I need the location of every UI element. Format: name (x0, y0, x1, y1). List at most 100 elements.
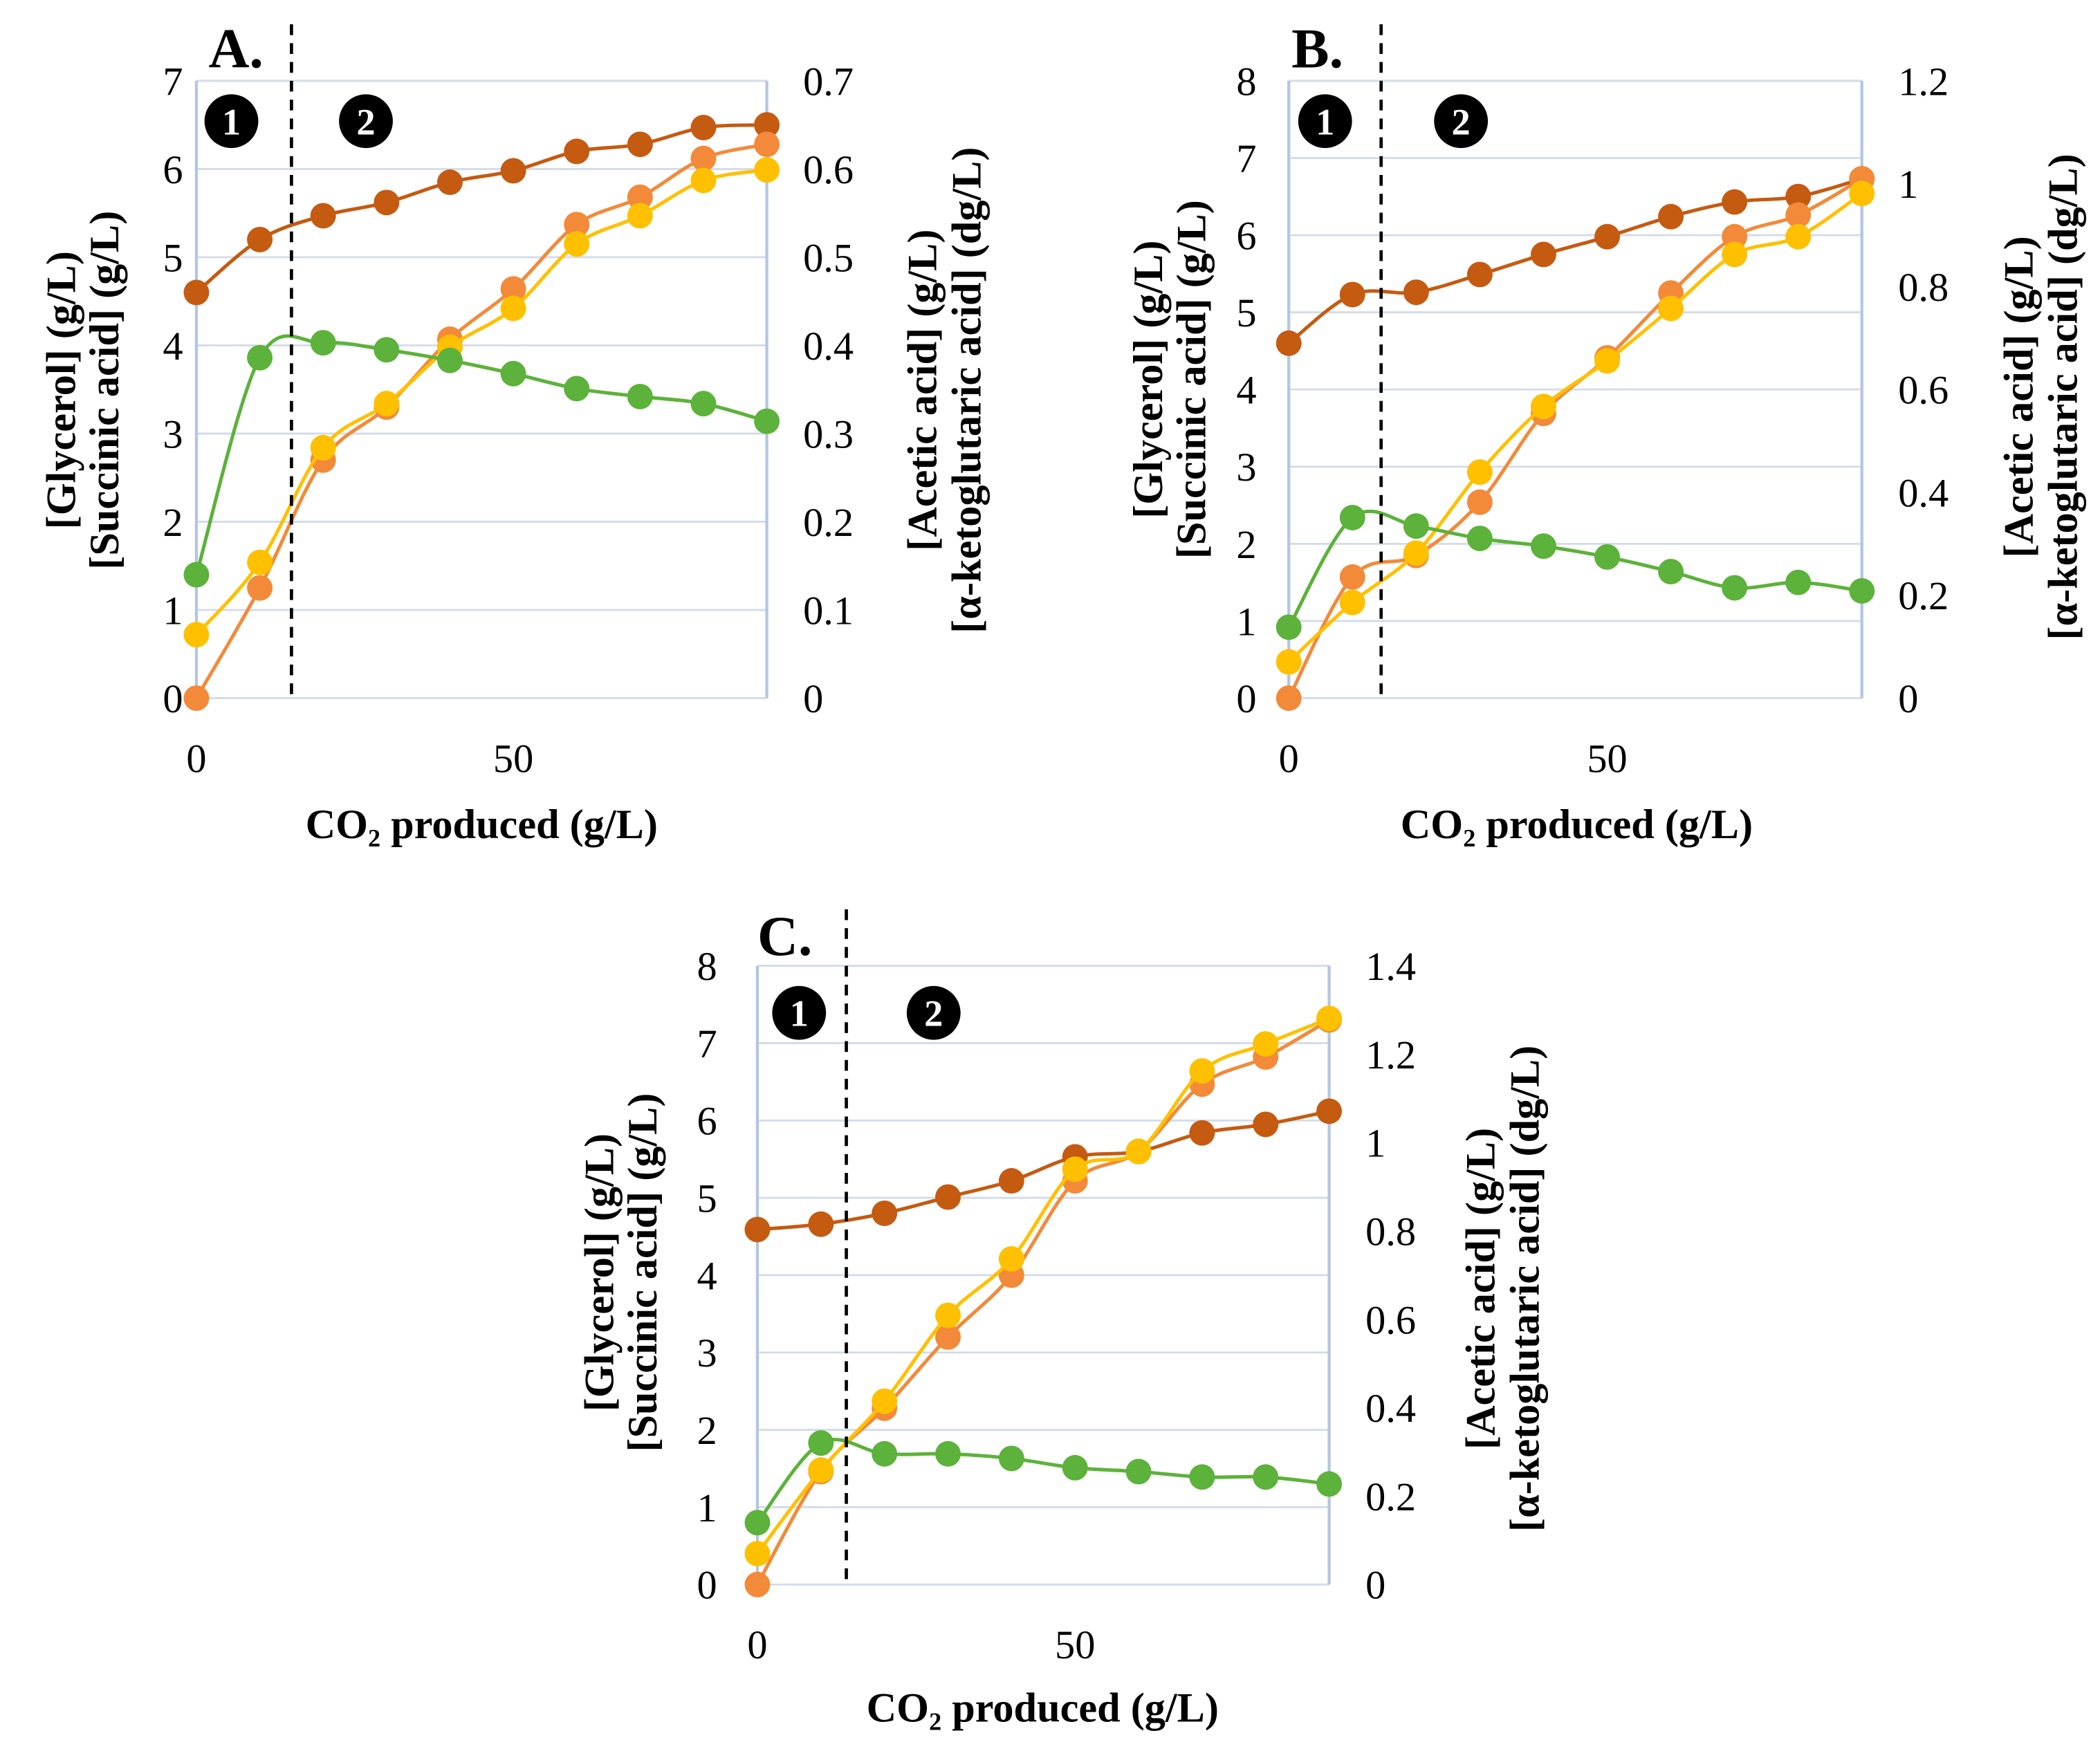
y-tick-label: 3 (1236, 445, 1256, 490)
y-tick-label: 3 (163, 411, 183, 456)
series-3-point (754, 157, 780, 183)
y2-tick-label: 1 (1365, 1121, 1385, 1166)
y2-tick-label: 0.4 (1365, 1386, 1416, 1431)
phase-2-badge (906, 985, 961, 1040)
x-tick-label: 0 (747, 1622, 767, 1667)
series-4-point (1403, 513, 1429, 539)
y2-axis-title: [Acetic acid] (g/L) (1996, 236, 2042, 557)
series-4-point (436, 347, 463, 373)
panel-c: 0 1 2 3 4 5 6 7 8 0 0.2 0.4 0.6 0.8 1 1.2 1.4 0 50 CO₂ prod… (577, 905, 1549, 1732)
x-tick-label: 50 (1055, 1622, 1095, 1667)
series-4-point (1275, 614, 1302, 640)
y-tick-label: 1 (163, 588, 183, 633)
series-4-point (627, 383, 653, 409)
series-1-point (872, 1201, 898, 1226)
y-tick-label: 2 (163, 500, 183, 545)
y2-tick-label: 0.8 (1365, 1209, 1416, 1254)
y-axis-title: [Glycerol] (g/L) (1125, 240, 1172, 518)
y2-axis-title: [α-ketoglutaric acid] (dg/L) (944, 147, 991, 633)
series-4-point (247, 344, 273, 371)
panel-a: 0 1 2 3 4 5 6 7 0 0.1 0.2 0.3 0.4 0.5 0.6 0.7 0 50 CO₂ pro… (39, 17, 991, 847)
series-3-point (1062, 1156, 1088, 1183)
series-4-point (500, 360, 526, 387)
phase-2-label: 2 (356, 100, 375, 142)
series-1-point (183, 279, 210, 306)
phase-1-badge (772, 985, 827, 1040)
series-3-point (183, 622, 210, 648)
series-3-point (247, 549, 273, 575)
series-3-point (627, 203, 653, 229)
y2-tick-label: 0.8 (1898, 265, 1949, 310)
series-3-point (564, 231, 590, 257)
series-3-line (195, 168, 768, 636)
series-3-point (1316, 1006, 1343, 1032)
series-4-point (1466, 526, 1493, 552)
x-axis-title: CO₂ produced (g/L) (867, 1685, 1219, 1732)
y-tick-label: 8 (697, 944, 717, 989)
series-2-point (1275, 685, 1302, 712)
y2-tick-label: 0.3 (803, 411, 854, 456)
panel-title: B. (1291, 17, 1343, 80)
y2-tick-label: 0.2 (1898, 573, 1949, 618)
series-4-point (1785, 569, 1812, 595)
panel-title: C. (757, 905, 812, 967)
series-1-point (744, 1216, 771, 1243)
series-1-point (436, 169, 463, 196)
series-1-point (754, 112, 780, 138)
y-tick-label: 7 (1236, 136, 1256, 181)
series-2-point (500, 276, 526, 302)
x-tick-label: 50 (493, 736, 533, 781)
series-4-point (1189, 1464, 1215, 1490)
y2-tick-label: 1.2 (1365, 1032, 1416, 1077)
series-4-point (1722, 575, 1748, 601)
y-tick-label: 1 (1236, 599, 1256, 644)
phase-2-badge (339, 94, 393, 149)
series-1-point (1466, 261, 1493, 288)
series-1-point (1403, 279, 1429, 306)
series-3-point (1530, 393, 1556, 420)
y-tick-label: 5 (697, 1176, 717, 1221)
series-4-point (1062, 1454, 1088, 1481)
y2-tick-label: 0.7 (803, 59, 854, 104)
series-3-point (500, 295, 526, 322)
series-4-point (1339, 504, 1365, 530)
phase-2-label: 2 (1452, 100, 1471, 142)
y2-tick-label: 0.2 (1365, 1474, 1416, 1519)
series-1-point (247, 226, 273, 252)
series-4-point (690, 391, 717, 417)
series-4-point (1594, 544, 1620, 570)
series-1-point (808, 1211, 834, 1237)
x-tick-label: 0 (186, 736, 206, 781)
series-1-point (1594, 223, 1620, 250)
series-1-point (1339, 281, 1365, 308)
series-4-point (998, 1445, 1024, 1472)
series-4-point (1849, 577, 1875, 604)
y2-tick-label: 0 (1898, 676, 1918, 721)
series-1-point (500, 158, 526, 184)
y-tick-label: 8 (1236, 59, 1256, 104)
series-2-point (1339, 564, 1365, 590)
phase-1-badge (204, 94, 259, 149)
series-1-line (195, 123, 767, 294)
series-3-point (1849, 180, 1875, 207)
y-tick-label: 2 (697, 1408, 717, 1453)
series-1-point (1658, 203, 1684, 230)
series-2-point (935, 1324, 961, 1350)
x-tick-label: 0 (1279, 736, 1299, 781)
series-2-point (744, 1571, 771, 1597)
series-4-point (1316, 1471, 1343, 1497)
phase-1-badge (1298, 94, 1352, 149)
series-3-point (1189, 1058, 1215, 1084)
series-4-point (754, 408, 780, 434)
series-2-point (564, 212, 590, 238)
series-1-point (310, 203, 336, 229)
series-4-point (808, 1430, 834, 1456)
y-tick-label: 6 (1236, 213, 1256, 258)
series-3-point (1403, 540, 1429, 566)
y2-tick-label: 0.2 (803, 500, 854, 545)
series-3-point (872, 1388, 898, 1414)
series-2-point (690, 145, 717, 172)
y-tick-label: 4 (1236, 368, 1256, 413)
series-4-point (1125, 1458, 1152, 1485)
series-2-point (1466, 489, 1493, 515)
